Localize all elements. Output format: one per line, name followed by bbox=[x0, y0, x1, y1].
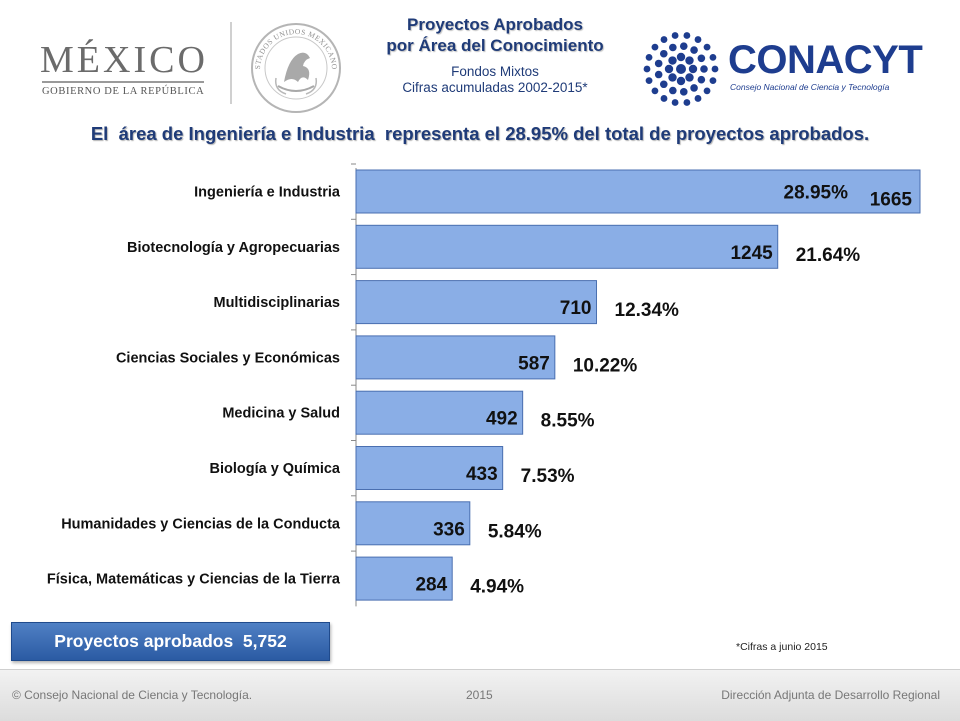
title-line-1: Proyectos Aprobados bbox=[406, 15, 584, 34]
percent-label: 28.95% bbox=[784, 183, 849, 204]
bar bbox=[355, 335, 556, 380]
category-label: Medicina y Salud bbox=[222, 406, 340, 422]
footnote: *Cifras a junio 2015 bbox=[736, 641, 828, 653]
title-line-2: por Área del Conocimiento bbox=[386, 36, 604, 55]
total-projects-box: Proyectos aprobados 5,752 bbox=[11, 622, 330, 661]
headline: El área de Ingeniería e Industria repres… bbox=[0, 123, 960, 145]
percent-label: 21.64% bbox=[796, 245, 861, 266]
percent-label: 12.34% bbox=[615, 300, 680, 321]
bar bbox=[355, 280, 598, 325]
subtitle-line-1: Fondos Mixtos bbox=[451, 64, 539, 79]
conacyt-wordmark: CONACYT bbox=[728, 38, 923, 82]
value-label: 433 bbox=[466, 464, 498, 485]
headline-suffix: representa el 28.95% del total de proyec… bbox=[374, 123, 870, 144]
category-label: Ingeniería e Industria bbox=[194, 185, 341, 201]
percent-label: 4.94% bbox=[470, 577, 524, 598]
footer-bar: © Consejo Nacional de Ciencia y Tecnolog… bbox=[0, 669, 960, 721]
headline-highlight: Ingeniería e Industria bbox=[188, 123, 375, 144]
bar bbox=[355, 390, 524, 435]
mexico-government-logo: MÉXICO GOBIERNO DE LA REPÚBLICA bbox=[40, 38, 210, 102]
category-label: Física, Matemáticas y Ciencias de la Tie… bbox=[47, 572, 341, 588]
bar bbox=[355, 169, 921, 214]
footer-year: 2015 bbox=[466, 688, 493, 702]
value-label: 587 bbox=[518, 353, 550, 374]
logo-subtitle: GOBIERNO DE LA REPÚBLICA bbox=[42, 86, 205, 97]
conacyt-dots-icon bbox=[643, 32, 719, 106]
percent-label: 10.22% bbox=[573, 355, 638, 376]
footer-department: Dirección Adjunta de Desarrollo Regional bbox=[721, 688, 940, 702]
subtitle-line-2: Cifras acumuladas 2002-2015* bbox=[402, 80, 588, 95]
category-label: Multidisciplinarias bbox=[214, 295, 341, 311]
bar bbox=[355, 224, 779, 269]
logo-word: MÉXICO bbox=[40, 39, 208, 81]
percent-label: 8.55% bbox=[541, 411, 595, 432]
bar-chart: Ingeniería e Industria 1665 28.95% Biotecno… bbox=[47, 163, 921, 607]
category-label: Humanidades y Ciencias de la Conducta bbox=[61, 516, 341, 532]
value-label: 284 bbox=[415, 575, 447, 596]
category-label: Ciencias Sociales y Económicas bbox=[116, 350, 340, 366]
header-divider bbox=[230, 22, 232, 104]
category-label: Biología y Química bbox=[209, 461, 340, 477]
bar bbox=[355, 446, 504, 490]
value-label: 336 bbox=[433, 519, 465, 540]
national-seal-icon: ESTADOS UNIDOS MEXICANOS bbox=[248, 20, 341, 113]
logo-rule bbox=[42, 81, 204, 83]
value-label: 1245 bbox=[730, 243, 773, 264]
value-label: 710 bbox=[560, 298, 592, 319]
category-label: Biotecnología y Agropecuarias bbox=[127, 240, 340, 256]
value-label: 1665 bbox=[870, 190, 913, 211]
conacyt-subtitle: Consejo Nacional de Ciencia y Tecnología bbox=[730, 82, 890, 92]
bar bbox=[355, 501, 471, 546]
headline-prefix: El área de bbox=[90, 123, 189, 144]
bar bbox=[355, 556, 453, 601]
percent-label: 5.84% bbox=[488, 521, 542, 542]
percent-label: 7.53% bbox=[521, 466, 575, 487]
value-label: 492 bbox=[486, 409, 518, 430]
footer-copyright: © Consejo Nacional de Ciencia y Tecnolog… bbox=[12, 688, 253, 702]
slide-title-block: Proyectos Aprobados por Área del Conocim… bbox=[345, 14, 645, 95]
